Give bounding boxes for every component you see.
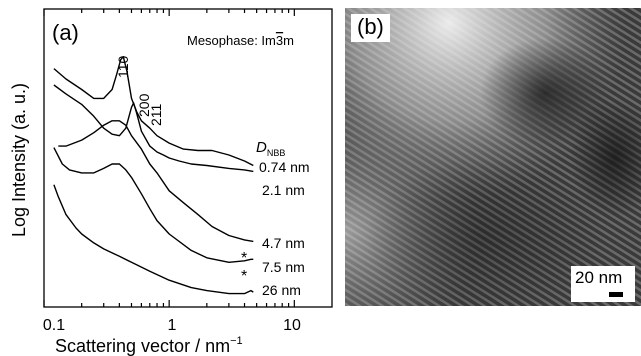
x-tick-label-0.1: 0.1 — [43, 317, 65, 334]
scale-bar-background — [571, 266, 635, 302]
tem-image-panel: (b) 20 nm — [345, 8, 641, 306]
mesophase-label: Mesophase: Im3m — [187, 33, 294, 48]
panel-b-label: (b) — [351, 14, 390, 42]
tem-micrograph — [345, 8, 641, 306]
curve-label-0.74nm: 0.74 nm — [259, 159, 310, 175]
mesophase-text: Mesophase: Im — [187, 33, 276, 48]
x-tick-label-1: 1 — [168, 317, 177, 334]
saxs-curve-4.7nm — [58, 120, 254, 243]
dnbb-symbol: D — [256, 139, 267, 156]
mesophase-overbar-digit: 3 — [276, 33, 283, 48]
panel-a-label: (a) — [52, 20, 79, 45]
dnbb-heading: DNBB — [256, 139, 285, 158]
curve-label-2.1nm: 2.1 nm — [262, 182, 305, 198]
curve-label-4.7nm: 4.7 nm — [262, 235, 305, 251]
saxs-curve-26nm — [53, 184, 254, 295]
x-axis-label-superscript: −1 — [230, 335, 243, 347]
peak-label-110: 110 — [115, 55, 131, 78]
saxs-curve-7.5nm — [53, 147, 254, 263]
curve-label-7.5nm: 7.5 nm — [262, 259, 305, 275]
mesophase-text-end: m — [283, 33, 294, 48]
scale-bar-label: 20 nm — [575, 268, 623, 287]
plot-frame — [43, 8, 333, 308]
x-axis-label: Scattering vector / nm−1 — [55, 335, 243, 356]
x-axis-ticks — [43, 9, 295, 307]
y-axis-label: Log Intensity (a. u.) — [9, 83, 29, 237]
peak-label-211: 211 — [148, 103, 164, 126]
peak-label-200: 200 — [136, 93, 152, 117]
dnbb-subscript: NBB — [267, 148, 286, 158]
asterisk-26nm: * — [241, 268, 247, 285]
asterisk-7.5nm: * — [241, 250, 247, 267]
curve-label-26nm: 26 nm — [262, 282, 301, 298]
scale-bar — [609, 292, 623, 297]
saxs-curve-2.1nm — [53, 84, 254, 173]
x-axis-label-text: Scattering vector / nm — [55, 336, 230, 356]
x-tick-label-10: 10 — [283, 317, 301, 334]
curves-group — [53, 56, 254, 295]
